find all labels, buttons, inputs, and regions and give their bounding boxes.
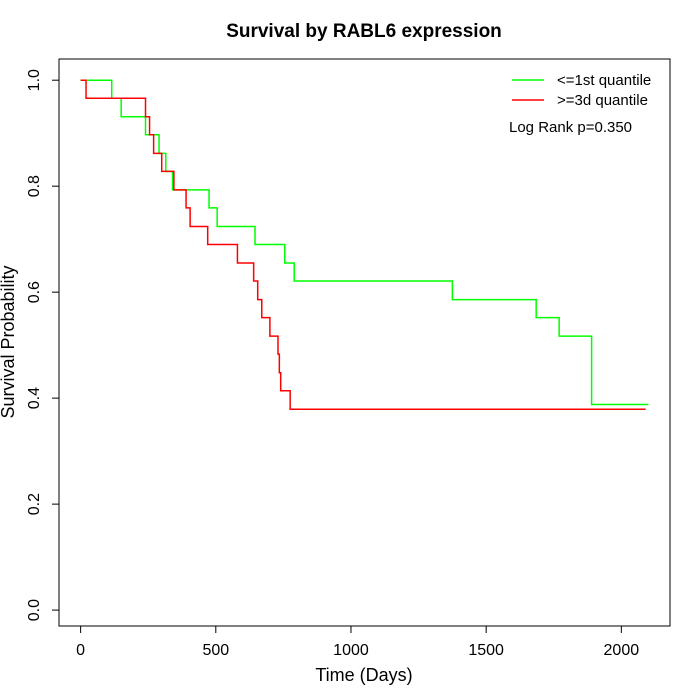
x-axis-label: Time (Days) — [315, 665, 412, 685]
legend-label: <=1st quantile — [557, 72, 651, 89]
x-tick-label: 0 — [76, 642, 85, 659]
log-rank-annotation: Log Rank p=0.350 — [509, 119, 632, 136]
x-tick-label: 500 — [202, 642, 229, 659]
y-tick-label: 0.4 — [26, 387, 43, 409]
chart-title: Survival by RABL6 expression — [226, 21, 502, 42]
y-tick-label: 0.2 — [26, 493, 43, 515]
y-axis: 0.0 0.2 0.4 0.6 0.8 1.0 — [26, 69, 60, 621]
y-tick-label: 0.0 — [26, 599, 43, 621]
y-tick-label: 0.8 — [26, 175, 43, 197]
y-axis-label: Survival Probability — [0, 265, 18, 418]
plot-frame — [58, 58, 671, 627]
y-tick-label: 1.0 — [26, 69, 43, 91]
legend-label: >=3d quantile — [557, 92, 648, 109]
legend: <=1st quantile >=3d quantile — [512, 72, 651, 109]
series-line-2 — [80, 79, 646, 411]
x-tick-label: 2000 — [604, 642, 640, 659]
series-line-1 — [80, 79, 649, 406]
x-tick-label: 1000 — [333, 642, 369, 659]
x-tick-label: 1500 — [468, 642, 504, 659]
series-layer — [80, 79, 649, 411]
x-axis: 0 500 1000 1500 2000 — [76, 625, 640, 659]
y-tick-label: 0.6 — [26, 281, 43, 303]
